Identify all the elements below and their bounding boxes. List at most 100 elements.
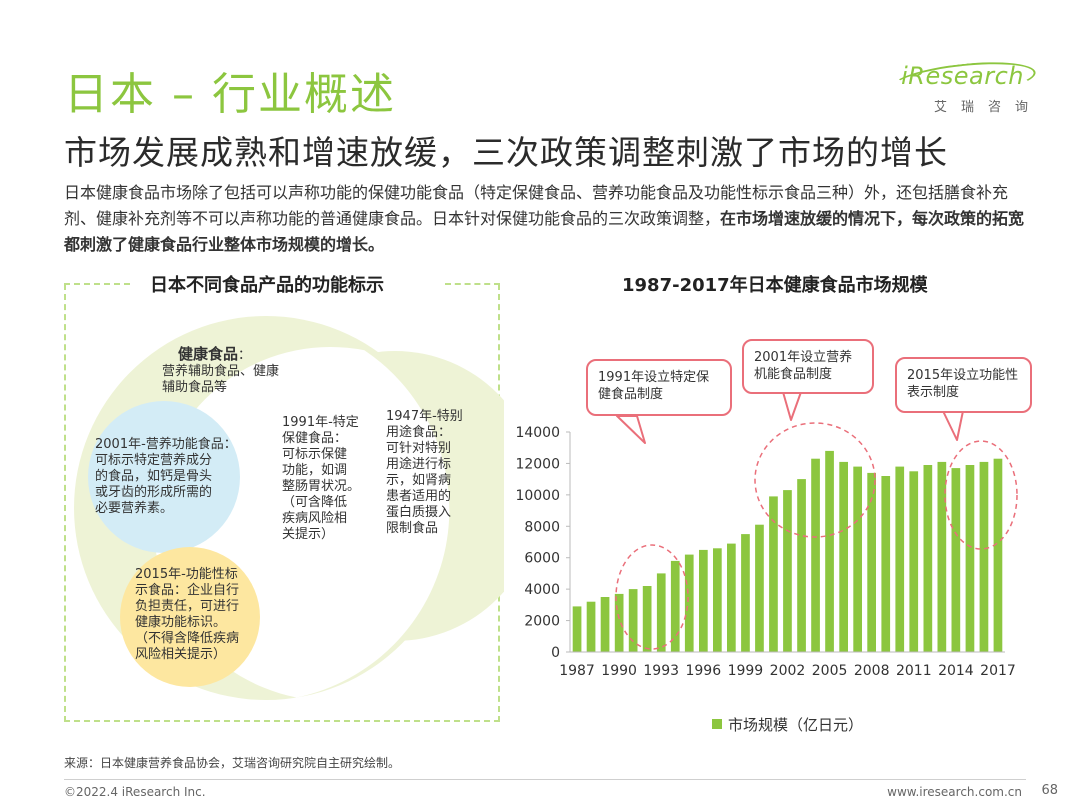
nutrition-line-5: 必要营养素。 — [95, 501, 174, 516]
panel-border-top-left — [64, 283, 130, 285]
x-tick-label-1999: 1999 — [728, 663, 764, 679]
callout-2015-line-1: 2015年设立功能性 — [907, 368, 1019, 383]
bar-2001 — [769, 496, 778, 652]
logo-text: iResearch — [901, 62, 1028, 90]
bar-1992 — [642, 586, 652, 652]
copyright: ©2022.4 iResearch Inc. — [64, 785, 206, 799]
source-note: 来源：日本健康营养食品协会，艾瑞咨询研究院自主研究绘制。 — [64, 756, 401, 770]
x-tick-label-2014: 2014 — [938, 663, 974, 679]
bar-2002 — [783, 490, 792, 652]
functional-line-3: 负担责任，可进行 — [135, 599, 240, 614]
bar-2009 — [881, 476, 891, 652]
bar-2015 — [965, 465, 975, 652]
footer-divider — [64, 779, 1026, 780]
callout-2015-tail — [942, 410, 964, 441]
website-link[interactable]: www.iresearch.com.cn — [887, 785, 1022, 799]
bar-1997 — [713, 548, 722, 652]
bar-chart: 0 2000 4000 6000 8000 10000 12000 14000 1987 1990… — [515, 391, 1018, 679]
bar-1987 — [572, 606, 582, 652]
intro-paragraph: 日本健康食品市场除了包括可以声称功能的保健功能食品（特定保健食品、营养功能食品及… — [64, 180, 1028, 258]
bar-1993 — [656, 573, 666, 652]
bar-2008 — [867, 472, 876, 652]
special-line-6: 患者适用的 — [386, 489, 452, 504]
callout-1991-line-2: 健食品制度 — [598, 387, 664, 402]
x-tick-label-1987: 1987 — [559, 663, 595, 679]
x-tick-label-2011: 2011 — [896, 663, 932, 679]
highlight-1991-ellipse — [615, 544, 689, 650]
chart-title: 1987-2017年日本健康食品市场规模 — [622, 275, 928, 296]
specified-line-7: 疾病风险相 — [282, 511, 348, 526]
y-tick-label-2000: 2000 — [524, 614, 560, 630]
panel-border-top-right — [445, 283, 500, 285]
special-line-3: 可针对特别 — [386, 441, 452, 456]
bar-1990 — [614, 593, 624, 652]
callout-2015-line-2: 表示制度 — [907, 385, 960, 400]
y-tick-label-0: 0 — [551, 645, 560, 661]
x-tick-label-1990: 1990 — [601, 663, 637, 679]
bar-2005 — [825, 450, 834, 652]
special-line-4: 用途进行标 — [386, 457, 452, 472]
page-title: 日本 – 行业概述 — [64, 69, 396, 120]
bar-1995 — [684, 554, 694, 652]
callout-2015: 2015年设立功能性 表示制度 — [895, 357, 1032, 413]
x-tick-label-2017: 2017 — [980, 663, 1016, 679]
page-number: 68 — [1041, 783, 1058, 798]
bar-2010 — [895, 466, 905, 652]
y-tick-label-4000: 4000 — [524, 582, 560, 598]
callout-1991-tail — [616, 415, 646, 444]
y-tick-label-8000: 8000 — [524, 519, 560, 535]
y-tick-label-6000: 6000 — [524, 551, 560, 567]
functional-line-1: 2015年-功能性标 — [135, 567, 238, 582]
bar-2003 — [797, 479, 806, 652]
functional-2015-label: 2015年-功能性标 示食品：企业自行 负担责任，可进行 健康功能标识。 （不得… — [135, 567, 255, 663]
special-line-8: 限制食品 — [386, 521, 439, 536]
nutrition-function-circle — [88, 401, 240, 553]
special-line-7: 蛋白质摄入 — [386, 505, 452, 520]
specified-line-6: （可含降低 — [282, 495, 348, 510]
x-tick-label-2002: 2002 — [770, 663, 806, 679]
bar-1988 — [586, 601, 596, 652]
y-tick-label-10000: 10000 — [515, 488, 560, 504]
callout-2001-line-2: 机能食品制度 — [754, 367, 833, 382]
callout-2001-line-1: 2001年设立营养 — [754, 350, 853, 365]
bar-2000 — [755, 524, 764, 652]
nutrition-2001-label: 2001年-营养功能食品： 可标示特定营养成分 的食品，如钙是骨头 或牙齿的形成… — [95, 437, 245, 517]
intro-normal-text: 日本健康食品市场除了包括可以声称功能的保健功能食品（特定保健食品、营养功能食品及… — [64, 183, 1009, 228]
specified-line-2: 保健食品： — [282, 431, 348, 446]
special-line-2: 用途食品： — [386, 425, 452, 440]
bar-1999 — [741, 534, 750, 652]
callout-1991-line-1: 1991年设立特定保 — [598, 370, 710, 385]
bar-1991 — [628, 589, 638, 652]
nutrition-line-1: 2001年-营养功能食品： — [95, 437, 237, 452]
special-line-1: 1947年-特别 — [386, 409, 463, 424]
bar-2012 — [923, 465, 933, 652]
nutrition-line-2: 可标示特定营养成分 — [95, 453, 213, 468]
x-tick-label-1993: 1993 — [643, 663, 679, 679]
specified-line-3: 可标示保健 — [282, 447, 348, 462]
health-food-title: 健康食品 — [178, 345, 239, 363]
specified-line-8: 关提示） — [282, 527, 335, 542]
callout-1991: 1991年设立特定保 健食品制度 — [586, 359, 732, 416]
x-tick-label-2005: 2005 — [812, 663, 848, 679]
x-tick-label-1996: 1996 — [685, 663, 721, 679]
bar-2016 — [979, 461, 989, 652]
iresearch-logo: iResearch 艾瑞咨询 — [898, 62, 1028, 115]
intro-bold-text: 在市场增速放缓的情况下，每次政策的拓宽都刺激了健康食品行业整体市场规模的增长。 — [64, 209, 1025, 254]
bar-1989 — [600, 597, 610, 652]
special-line-5: 示，如肾病 — [386, 473, 452, 488]
y-tick-label-12000: 12000 — [515, 456, 560, 472]
bar-1994 — [670, 560, 680, 652]
page-subtitle: 市场发展成熟和增速放缓，三次政策调整刺激了市场的增长 — [64, 133, 948, 172]
bar-2014 — [951, 468, 961, 652]
specified-line-5: 整肠胃状况。 — [282, 479, 361, 494]
callout-2001-tail — [782, 391, 802, 421]
bars-layer — [572, 450, 1003, 652]
legend-label: 市场规模（亿日元） — [728, 716, 864, 734]
health-food-line-2: 辅助食品等 — [162, 380, 228, 395]
functional-line-4: 健康功能标识。 — [135, 615, 227, 630]
bar-2011 — [909, 471, 919, 652]
highlight-layer — [615, 422, 1018, 650]
functional-line-5: （不得含降低疾病 — [135, 631, 240, 646]
bar-2004 — [811, 458, 820, 652]
callout-2001: 2001年设立营养 机能食品制度 — [742, 339, 874, 394]
